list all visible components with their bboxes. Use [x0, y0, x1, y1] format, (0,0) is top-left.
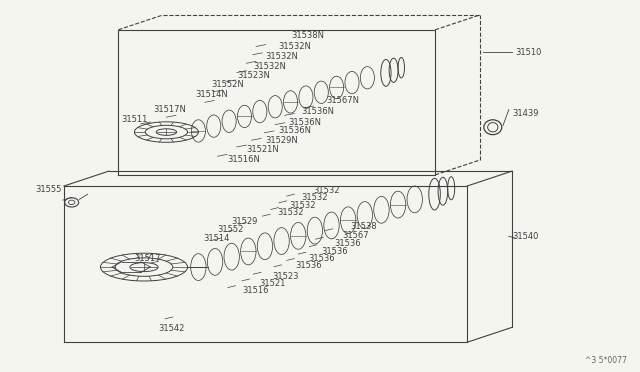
Text: 31532: 31532: [314, 186, 340, 195]
Text: 31514N: 31514N: [195, 90, 228, 99]
Text: 31538: 31538: [351, 222, 378, 231]
Text: 31536N: 31536N: [288, 118, 321, 126]
Text: 31567N: 31567N: [326, 96, 360, 105]
Text: 31529N: 31529N: [266, 136, 298, 145]
Text: 31542: 31542: [159, 324, 185, 333]
Text: 31523: 31523: [272, 272, 298, 280]
Text: 31567: 31567: [342, 231, 369, 240]
Text: 31536N: 31536N: [278, 126, 312, 135]
Text: 31510: 31510: [515, 48, 541, 57]
Text: 31532: 31532: [301, 193, 327, 202]
Text: 31536: 31536: [334, 239, 361, 248]
Text: 31540: 31540: [512, 232, 538, 241]
Text: 31523N: 31523N: [237, 71, 269, 80]
Text: 31532N: 31532N: [253, 62, 285, 71]
Text: 31521: 31521: [259, 279, 285, 288]
Text: 31532N: 31532N: [278, 42, 311, 51]
Text: 31517N: 31517N: [154, 105, 186, 114]
Text: 31439: 31439: [512, 109, 538, 118]
Text: 31516: 31516: [242, 286, 268, 295]
Text: 31536N: 31536N: [301, 107, 334, 116]
Text: 31521N: 31521N: [246, 145, 279, 154]
Text: 31514: 31514: [204, 234, 230, 243]
Text: 31538N: 31538N: [291, 31, 324, 40]
Text: 31536: 31536: [296, 262, 323, 270]
Text: 31536: 31536: [321, 247, 348, 256]
Text: 31555: 31555: [35, 185, 61, 194]
Text: 31536: 31536: [308, 254, 335, 263]
Text: 31517: 31517: [134, 254, 161, 263]
Text: 31529: 31529: [232, 217, 258, 226]
Text: 31516N: 31516N: [227, 155, 260, 164]
Text: 31532N: 31532N: [266, 52, 298, 61]
Text: ^3 5*0077: ^3 5*0077: [586, 356, 627, 365]
Text: 31532: 31532: [277, 208, 303, 217]
Text: 31532: 31532: [289, 201, 316, 210]
Text: 31552N: 31552N: [211, 80, 244, 89]
Text: 31511: 31511: [122, 115, 148, 124]
Text: 31552: 31552: [218, 225, 244, 234]
